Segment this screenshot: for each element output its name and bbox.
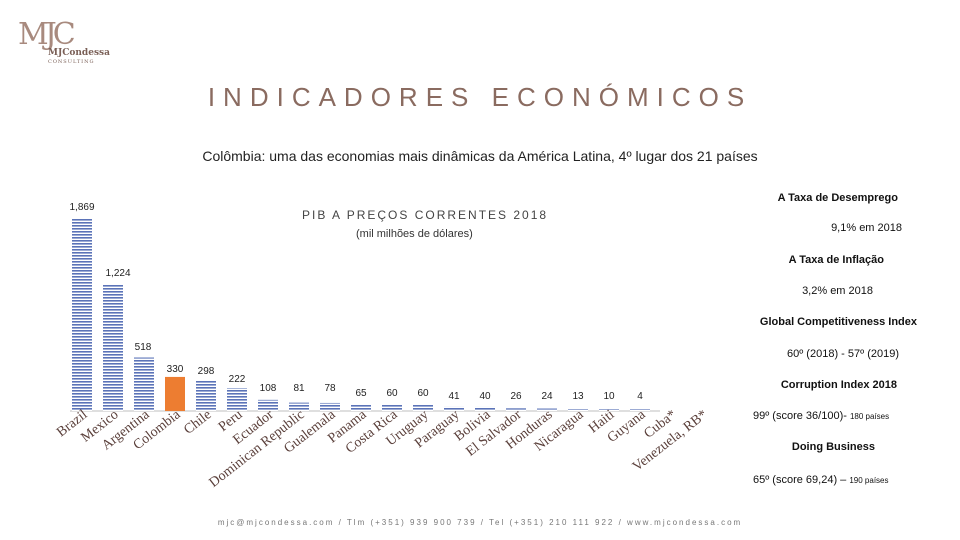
value-label-bolivia: 40 <box>479 391 491 402</box>
value-label-uruguay: 60 <box>417 388 429 399</box>
bar-gualemala <box>320 402 340 411</box>
category-label-chile: Chile <box>181 407 214 438</box>
corruption-value: 99º (score 36/100)- 180 países <box>753 410 889 422</box>
doing-business-note: 190 países <box>849 476 889 485</box>
doing-business-heading: Doing Business <box>791 441 875 453</box>
bar-el-salvador <box>506 408 526 411</box>
value-label-argentina: 518 <box>135 342 152 353</box>
value-label-ecuador: 108 <box>260 383 277 394</box>
bar-paraguay <box>444 406 464 411</box>
value-label-el-salvador: 26 <box>510 391 522 402</box>
chart-subtitle: (mil milhões de dólares) <box>356 228 473 240</box>
competitiveness-value: 60º (2018) - 57º (2019) <box>787 348 899 360</box>
bar-haiti <box>599 409 619 411</box>
value-label-guyana: 4 <box>637 391 643 402</box>
footer-contact: mjc@mjcondessa.com / Tlm (+351) 939 900 … <box>217 518 743 527</box>
bar-ecuador <box>258 399 278 411</box>
value-label-haiti: 10 <box>603 391 615 402</box>
corruption-note: 180 países <box>849 412 890 421</box>
logo-sub: CONSULTING <box>48 59 95 65</box>
value-label-brazil: 1,869 <box>69 202 94 213</box>
unemployment-value: 9,1% em 2018 <box>831 222 902 234</box>
logo-mark: MJC <box>18 17 76 52</box>
page-subtitle: Colômbia: uma das economias mais dinâmic… <box>202 148 758 164</box>
value-label-honduras: 24 <box>541 391 553 402</box>
page-title: INDICADORES ECONÓMICOS <box>207 82 753 112</box>
bar-honduras <box>537 408 557 411</box>
bar-guyana <box>630 409 650 411</box>
bar-argentina <box>134 357 154 411</box>
bar-uruguay <box>413 404 433 411</box>
value-label-panama: 65 <box>355 388 367 399</box>
value-label-paraguay: 41 <box>448 391 460 402</box>
competitiveness-heading: Global Competitiveness Index <box>759 316 917 328</box>
inflation-value: 3,2% em 2018 <box>802 285 873 297</box>
doing-business-value: 65º (score 69,24) – 190 países <box>753 474 889 486</box>
value-label-gualemala: 78 <box>324 383 336 394</box>
logo-name: MJCondessa <box>48 48 110 58</box>
bar-mexico <box>103 284 123 411</box>
value-label-costa-rica: 60 <box>386 388 398 399</box>
bar-peru <box>227 388 247 411</box>
value-label-colombia: 330 <box>167 364 184 375</box>
corruption-rank: 99º (score 36/100)- <box>753 410 847 422</box>
bar-costa-rica <box>382 404 402 411</box>
value-label-chile: 298 <box>198 366 215 377</box>
value-label-nicaragua: 13 <box>572 391 584 402</box>
value-label-dominican-republic: 81 <box>293 383 305 394</box>
bar-chile <box>196 380 216 411</box>
corruption-heading: Corruption Index 2018 <box>780 379 897 391</box>
bar-brazil <box>72 218 92 411</box>
doing-business-rank: 65º (score 69,24) – <box>753 474 847 486</box>
bar-bolivia <box>475 406 495 411</box>
bar-panama <box>351 404 371 411</box>
bar-dominican-republic <box>289 402 309 411</box>
inflation-heading: A Taxa de Inflação <box>788 254 884 266</box>
value-label-peru: 222 <box>229 374 246 385</box>
bar-colombia <box>165 376 185 411</box>
value-label-mexico: 1,224 <box>105 268 130 279</box>
unemployment-heading: A Taxa de Desemprego <box>777 192 898 204</box>
bar-nicaragua <box>568 409 588 411</box>
chart-title: PIB A PREÇOS CORRENTES 2018 <box>302 208 549 222</box>
